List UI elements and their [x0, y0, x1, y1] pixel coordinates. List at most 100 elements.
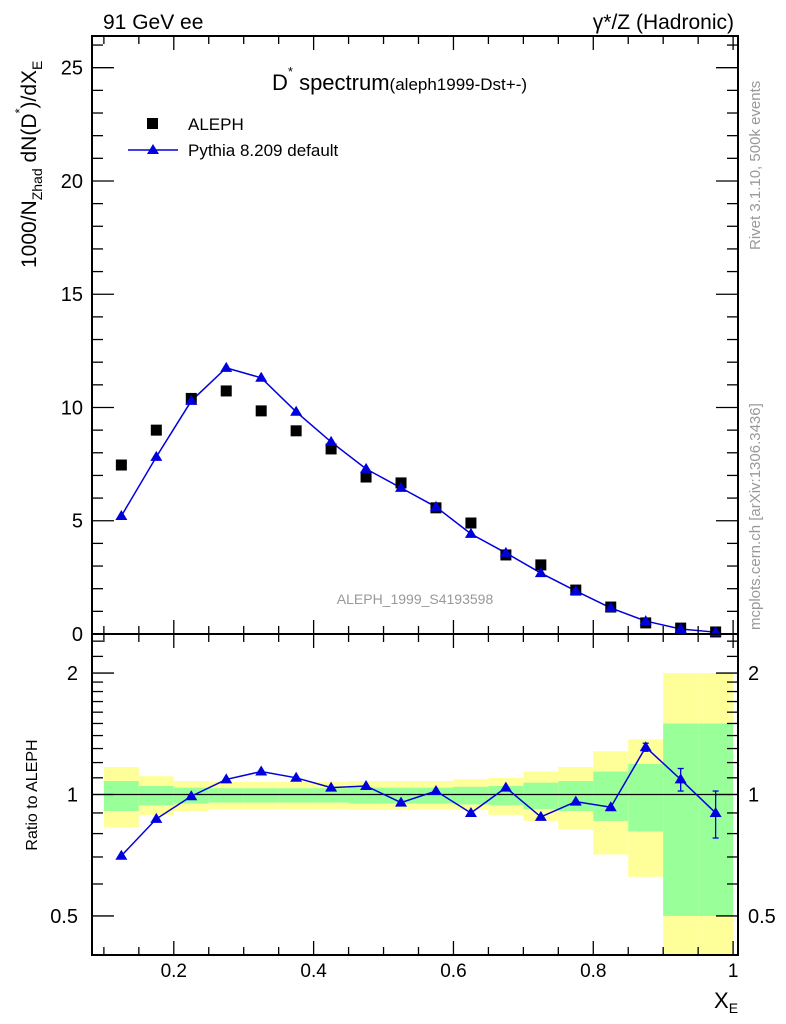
ratio-point	[569, 795, 582, 806]
aleph-point	[290, 425, 302, 437]
pythia-point	[429, 500, 442, 511]
ratio-point	[429, 785, 442, 796]
xlabel-sub: E	[729, 1000, 738, 1016]
main-ylabel: 1000/NZhad dN(D*)/dXE	[12, 61, 45, 268]
aleph-point	[325, 443, 337, 455]
ratio-point	[639, 741, 652, 752]
ratio-point	[255, 765, 268, 776]
pythia-point	[360, 462, 373, 473]
y-tick-label: 0	[72, 624, 83, 646]
ylabel-part: )/dX	[18, 70, 41, 109]
aleph-point	[465, 517, 477, 529]
y-tick-label: 15	[61, 284, 83, 306]
title-sup: *	[288, 64, 293, 79]
ratio-y-tick-label: 2	[67, 663, 78, 685]
ratio-point	[709, 806, 722, 817]
ratio-point	[499, 781, 512, 792]
main-marks	[115, 361, 722, 638]
ratio-point	[325, 781, 338, 792]
pythia-point	[674, 623, 687, 634]
stat-uncertainty-band	[243, 788, 279, 803]
y-tick-label: 20	[61, 171, 83, 193]
pythia-point	[325, 435, 338, 446]
stat-uncertainty-band	[418, 787, 454, 804]
stat-uncertainty-band	[663, 723, 699, 916]
ratio-y-tick-label-right: 0.5	[748, 906, 776, 928]
ratio-point	[395, 796, 408, 807]
ratio-point	[185, 790, 198, 801]
pythia-point	[115, 509, 128, 520]
stat-uncertainty-band	[593, 771, 629, 821]
ratio-point	[115, 849, 128, 860]
x-tick-label: 0.6	[440, 961, 466, 982]
pythia-line	[120, 367, 716, 633]
ratio-point	[290, 771, 303, 782]
legend-pythia-label: Pythia 8.209 default	[188, 141, 339, 160]
pythia-point	[499, 546, 512, 557]
y-tick-label: 10	[61, 397, 83, 419]
legend: ALEPH Pythia 8.209 default	[128, 115, 339, 160]
aleph-point	[255, 405, 267, 417]
pythia-point	[150, 450, 163, 461]
pythia-point	[290, 405, 303, 416]
ylabel-sub: E	[29, 61, 45, 70]
rivet-label: Rivet 3.1.10, 500k events	[747, 81, 764, 250]
stat-uncertainty-band	[103, 781, 139, 812]
ratio-y-tick-label: 1	[67, 785, 78, 807]
stat-uncertainty-band	[488, 785, 524, 806]
stat-uncertainty-band	[453, 786, 489, 805]
ylabel-part: 1000/N	[18, 200, 41, 268]
pythia-point	[534, 567, 547, 578]
stat-uncertainty-band	[348, 787, 384, 804]
aleph-point	[535, 559, 547, 571]
pythia-point	[639, 615, 652, 626]
ratio-y-tick-label: 0.5	[50, 906, 78, 928]
ratio-xlabel: XE	[714, 988, 738, 1016]
ratio-point	[220, 773, 233, 784]
analysis-label: ALEPH_1999_S4193598	[337, 591, 494, 607]
xlabel-main: X	[714, 988, 729, 1013]
ratio-bands	[92, 673, 738, 955]
ratio-point	[534, 810, 547, 821]
pythia-point	[255, 371, 268, 382]
stat-uncertainty-band	[208, 788, 244, 803]
ratio-point	[464, 806, 477, 817]
header-right: γ*/Z (Hadronic)	[593, 11, 734, 34]
site-label: mcplots.cern.ch [arXiv:1306.3436]	[747, 403, 764, 630]
y-tick-label: 25	[61, 58, 83, 80]
stat-uncertainty-band	[628, 764, 664, 832]
ratio-y-tick-label-right: 2	[748, 663, 759, 685]
x-tick-label: 1	[728, 961, 739, 982]
title-rest: spectrum	[293, 70, 390, 95]
title-small: (aleph1999-Dst+-)	[390, 75, 528, 94]
aleph-point	[150, 424, 162, 436]
ratio-point	[360, 779, 373, 790]
aleph-point	[220, 385, 232, 397]
pythia-point	[220, 361, 233, 372]
x-tick-label: 0.8	[580, 961, 606, 982]
ylabel-sup: *	[12, 108, 27, 113]
ratio-point	[150, 812, 163, 823]
stat-uncertainty-band	[278, 788, 314, 803]
ratio-point	[604, 801, 617, 812]
stat-uncertainty-band	[138, 785, 174, 806]
ratio-marks	[115, 741, 722, 860]
aleph-point	[115, 459, 127, 471]
pythia-point	[464, 527, 477, 538]
stat-uncertainty-band	[313, 788, 349, 803]
stat-uncertainty-band	[523, 782, 559, 810]
pythia-point	[395, 481, 408, 492]
pythia-point	[185, 394, 198, 405]
aleph-point	[360, 471, 372, 483]
x-tick-label: 0.4	[300, 961, 327, 982]
title-main: D	[272, 70, 288, 95]
ylabel-sub: Zhad	[29, 168, 45, 200]
pythia-point	[569, 584, 582, 595]
y-tick-label: 5	[72, 511, 83, 533]
legend-aleph-label: ALEPH	[188, 115, 244, 134]
header-left: 91 GeV ee	[103, 11, 203, 34]
chart-title: D* spectrum(aleph1999-Dst+-)	[272, 64, 527, 95]
legend-aleph-marker	[147, 118, 158, 129]
legend-pythia-marker	[147, 144, 159, 154]
